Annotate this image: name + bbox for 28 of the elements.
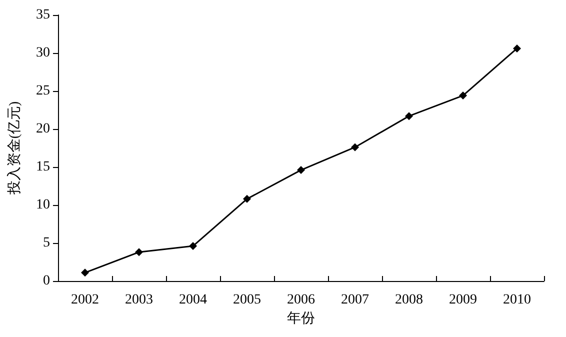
y-tick-label: 5 [43, 236, 50, 250]
x-tick-label: 2007 [341, 292, 369, 308]
y-tick-label: 25 [36, 84, 50, 98]
x-tick-label: 2009 [449, 292, 477, 308]
point [135, 248, 143, 256]
x-tick-label: 2002 [71, 292, 99, 308]
x-tick-label: 2005 [233, 292, 261, 308]
y-tick-label: 20 [36, 122, 50, 136]
x-tick-label: 2010 [503, 292, 531, 308]
point [297, 166, 305, 174]
y-tick-label: 0 [43, 274, 50, 288]
x-tick-label: 2003 [125, 292, 153, 308]
x-tick-label: 2006 [287, 292, 315, 308]
x-tick-label: 2004 [179, 292, 207, 308]
point [189, 242, 197, 250]
x-tick-label: 2008 [395, 292, 423, 308]
y-axis-title: 投入资金(亿元) [6, 101, 22, 196]
y-tick-label: 10 [36, 198, 50, 212]
y-tick-label: 15 [36, 160, 50, 174]
x-axis-title: 年份 [287, 310, 315, 326]
point [81, 268, 89, 277]
point [459, 92, 467, 100]
point [405, 112, 413, 120]
point [513, 44, 521, 52]
point [351, 143, 359, 152]
y-tick-label: 35 [36, 8, 50, 22]
y-tick-label: 30 [36, 46, 50, 60]
point [243, 194, 251, 203]
